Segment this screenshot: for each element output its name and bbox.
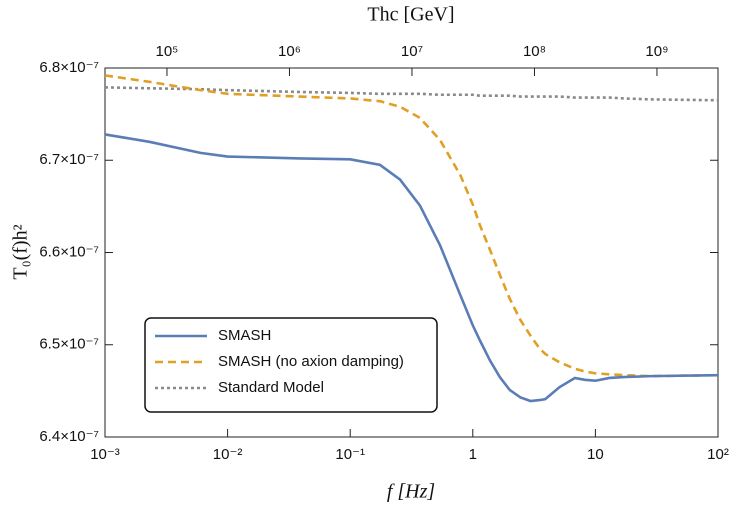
y-tick-label: 6.6×10⁻⁷ (39, 243, 99, 260)
x2-tick-label: 10⁷ (401, 43, 423, 60)
legend-box (144, 317, 438, 413)
y-tick-label: 6.4×10⁻⁷ (39, 428, 99, 445)
x2-tick-label: 10⁹ (645, 43, 668, 60)
x-tick-label: 1 (469, 446, 477, 463)
x-tick-label: 10⁻² (213, 446, 243, 463)
legend-label: SMASH (no axion damping) (218, 353, 404, 370)
series-line (104, 133, 719, 403)
x-tick-label: 10⁻³ (90, 446, 120, 463)
y-tick-label: 6.5×10⁻⁷ (39, 336, 99, 353)
legend-label: Standard Model (218, 379, 324, 396)
x2-tick-label: 10⁵ (156, 43, 179, 60)
series-line (104, 86, 719, 102)
y-axis-label: T₀(f)h² (10, 224, 32, 279)
x-tick-label: 10⁻¹ (335, 446, 365, 463)
legend-label: SMASH (218, 327, 271, 344)
x2-tick-label: 10⁶ (278, 43, 301, 60)
x2-axis-label: Thc [GeV] (367, 4, 454, 26)
x-tick-label: 10² (707, 446, 729, 463)
x-axis-label: f [Hz] (387, 481, 435, 503)
y-tick-label: 6.8×10⁻⁷ (39, 59, 99, 76)
series-line (104, 74, 719, 378)
x2-tick-label: 10⁸ (523, 43, 546, 60)
x-tick-label: 10 (587, 446, 604, 463)
y-tick-label: 6.7×10⁻⁷ (39, 151, 99, 168)
